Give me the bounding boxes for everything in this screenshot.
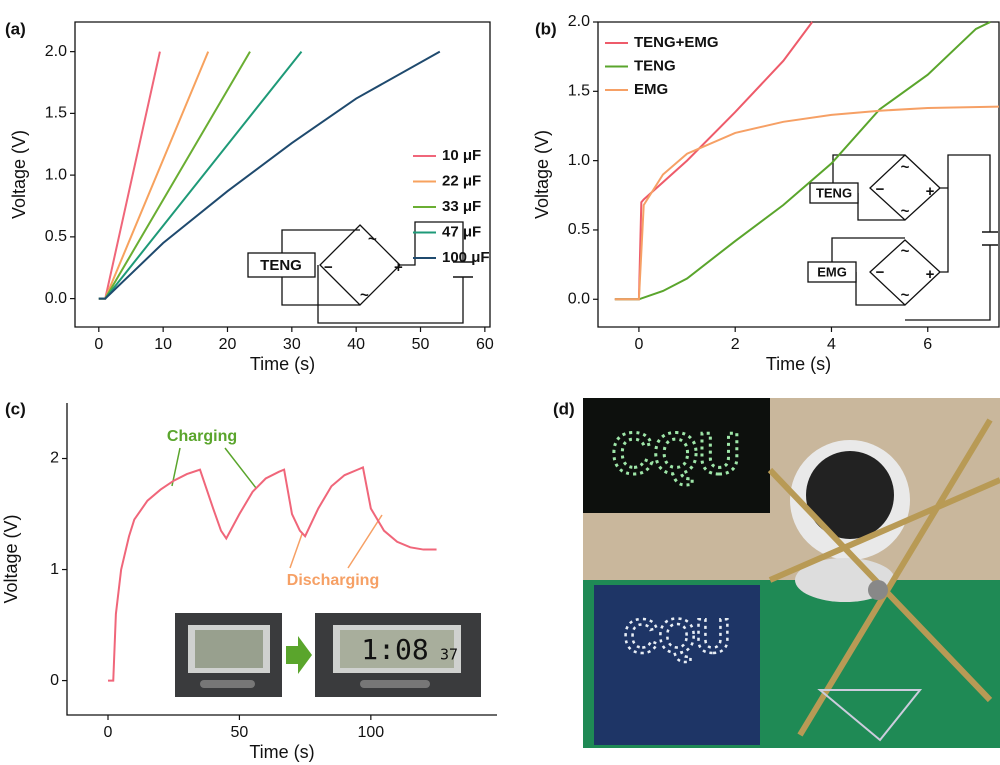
sign: ~ [901, 203, 910, 220]
y-tick-label: 0.0 [45, 290, 67, 307]
legend-label: 10 μF [442, 147, 481, 164]
sign: − [324, 259, 333, 276]
y-tick-label: 1.0 [45, 166, 67, 183]
legend-label: EMG [634, 81, 668, 98]
series-line [614, 21, 991, 301]
sign: + [926, 266, 935, 283]
sign: ~ [901, 287, 910, 304]
x-axis-label: Time (s) [249, 742, 314, 762]
x-tick-label: 0 [104, 724, 113, 741]
legend-label: 33 μF [442, 198, 481, 215]
sign: ~ [368, 231, 377, 248]
panel-label: (b) [535, 19, 557, 38]
legend-label: 47 μF [442, 223, 481, 240]
circuit-inset: TENG EMG ~ + − ~ ~ + − ~ [807, 154, 998, 321]
y-tick-label: 1.0 [568, 152, 590, 169]
sign: − [876, 264, 885, 281]
circuit-inset: TENG ~ + − ~ [247, 221, 473, 324]
y-tick-label: 1 [50, 561, 59, 578]
x-tick-label: 50 [412, 336, 430, 353]
y-tick-label: 2.0 [45, 43, 67, 60]
y-axis-label: Voltage (V) [532, 130, 552, 219]
legend-label: TENG+EMG [634, 34, 719, 51]
y-tick-label: 2 [50, 450, 59, 467]
photo: CQU CQU [583, 398, 1000, 748]
led-text: CQU [612, 421, 741, 486]
sign: ~ [901, 243, 910, 260]
source-box [247, 252, 316, 278]
y-tick-label: 1.5 [45, 105, 67, 122]
y-tick-label: 1.5 [568, 83, 590, 100]
x-tick-label: 60 [476, 336, 494, 353]
circuit-wires [281, 221, 464, 324]
axis-frame [597, 21, 1000, 328]
x-tick-label: 100 [357, 724, 384, 741]
lcd-seconds: 37 [440, 646, 458, 664]
y-axis-label: Voltage (V) [1, 514, 21, 603]
x-tick-label: 20 [219, 336, 237, 353]
y-tick-label: 0 [50, 672, 59, 689]
lcd-photos: 1:08 37 [175, 613, 481, 697]
source-label: TENG [260, 257, 302, 274]
series-line [108, 465, 437, 682]
panel-label: (d) [553, 399, 575, 418]
y-tick-label: 0.0 [568, 290, 590, 307]
y-tick-label: 2.0 [568, 13, 590, 30]
series-line [98, 50, 441, 300]
series-line [98, 51, 210, 300]
annotations: Charging Discharging [167, 428, 383, 589]
y-axis-label: Voltage (V) [9, 130, 29, 219]
x-tick-label: 6 [923, 336, 932, 353]
x-axis-label: Time (s) [766, 354, 831, 374]
source-label: EMG [817, 264, 847, 279]
led-text: CQU [624, 611, 731, 664]
series-line [614, 105, 1000, 301]
source-label: TENG [816, 185, 852, 200]
legend-label: 100 μF [442, 249, 490, 266]
x-tick-label: 30 [283, 336, 301, 353]
annotation: Charging [167, 428, 237, 445]
legend-label: TENG [634, 57, 676, 74]
x-tick-label: 0 [634, 336, 643, 353]
axis-frame [74, 21, 491, 328]
lcd-time: 1:08 [361, 633, 428, 666]
panel-label: (c) [5, 399, 26, 418]
sign: − [876, 181, 885, 198]
y-tick-label: 0.5 [45, 228, 67, 245]
sign: + [926, 183, 935, 200]
series-line [98, 51, 161, 300]
panel-label: (a) [5, 19, 26, 38]
sign: + [394, 259, 403, 276]
circuit-wires [831, 154, 991, 321]
x-tick-label: 0 [94, 336, 103, 353]
x-tick-label: 40 [347, 336, 365, 353]
legend-label: 22 μF [442, 172, 481, 189]
x-tick-label: 4 [827, 336, 836, 353]
axis-frame [66, 403, 497, 716]
y-tick-label: 0.5 [568, 221, 590, 238]
x-tick-label: 2 [731, 336, 740, 353]
x-tick-label: 50 [231, 724, 249, 741]
sign: ~ [901, 159, 910, 176]
annotation: Discharging [287, 572, 379, 589]
x-axis-label: Time (s) [250, 354, 315, 374]
sign: ~ [360, 287, 369, 304]
x-tick-label: 10 [154, 336, 172, 353]
